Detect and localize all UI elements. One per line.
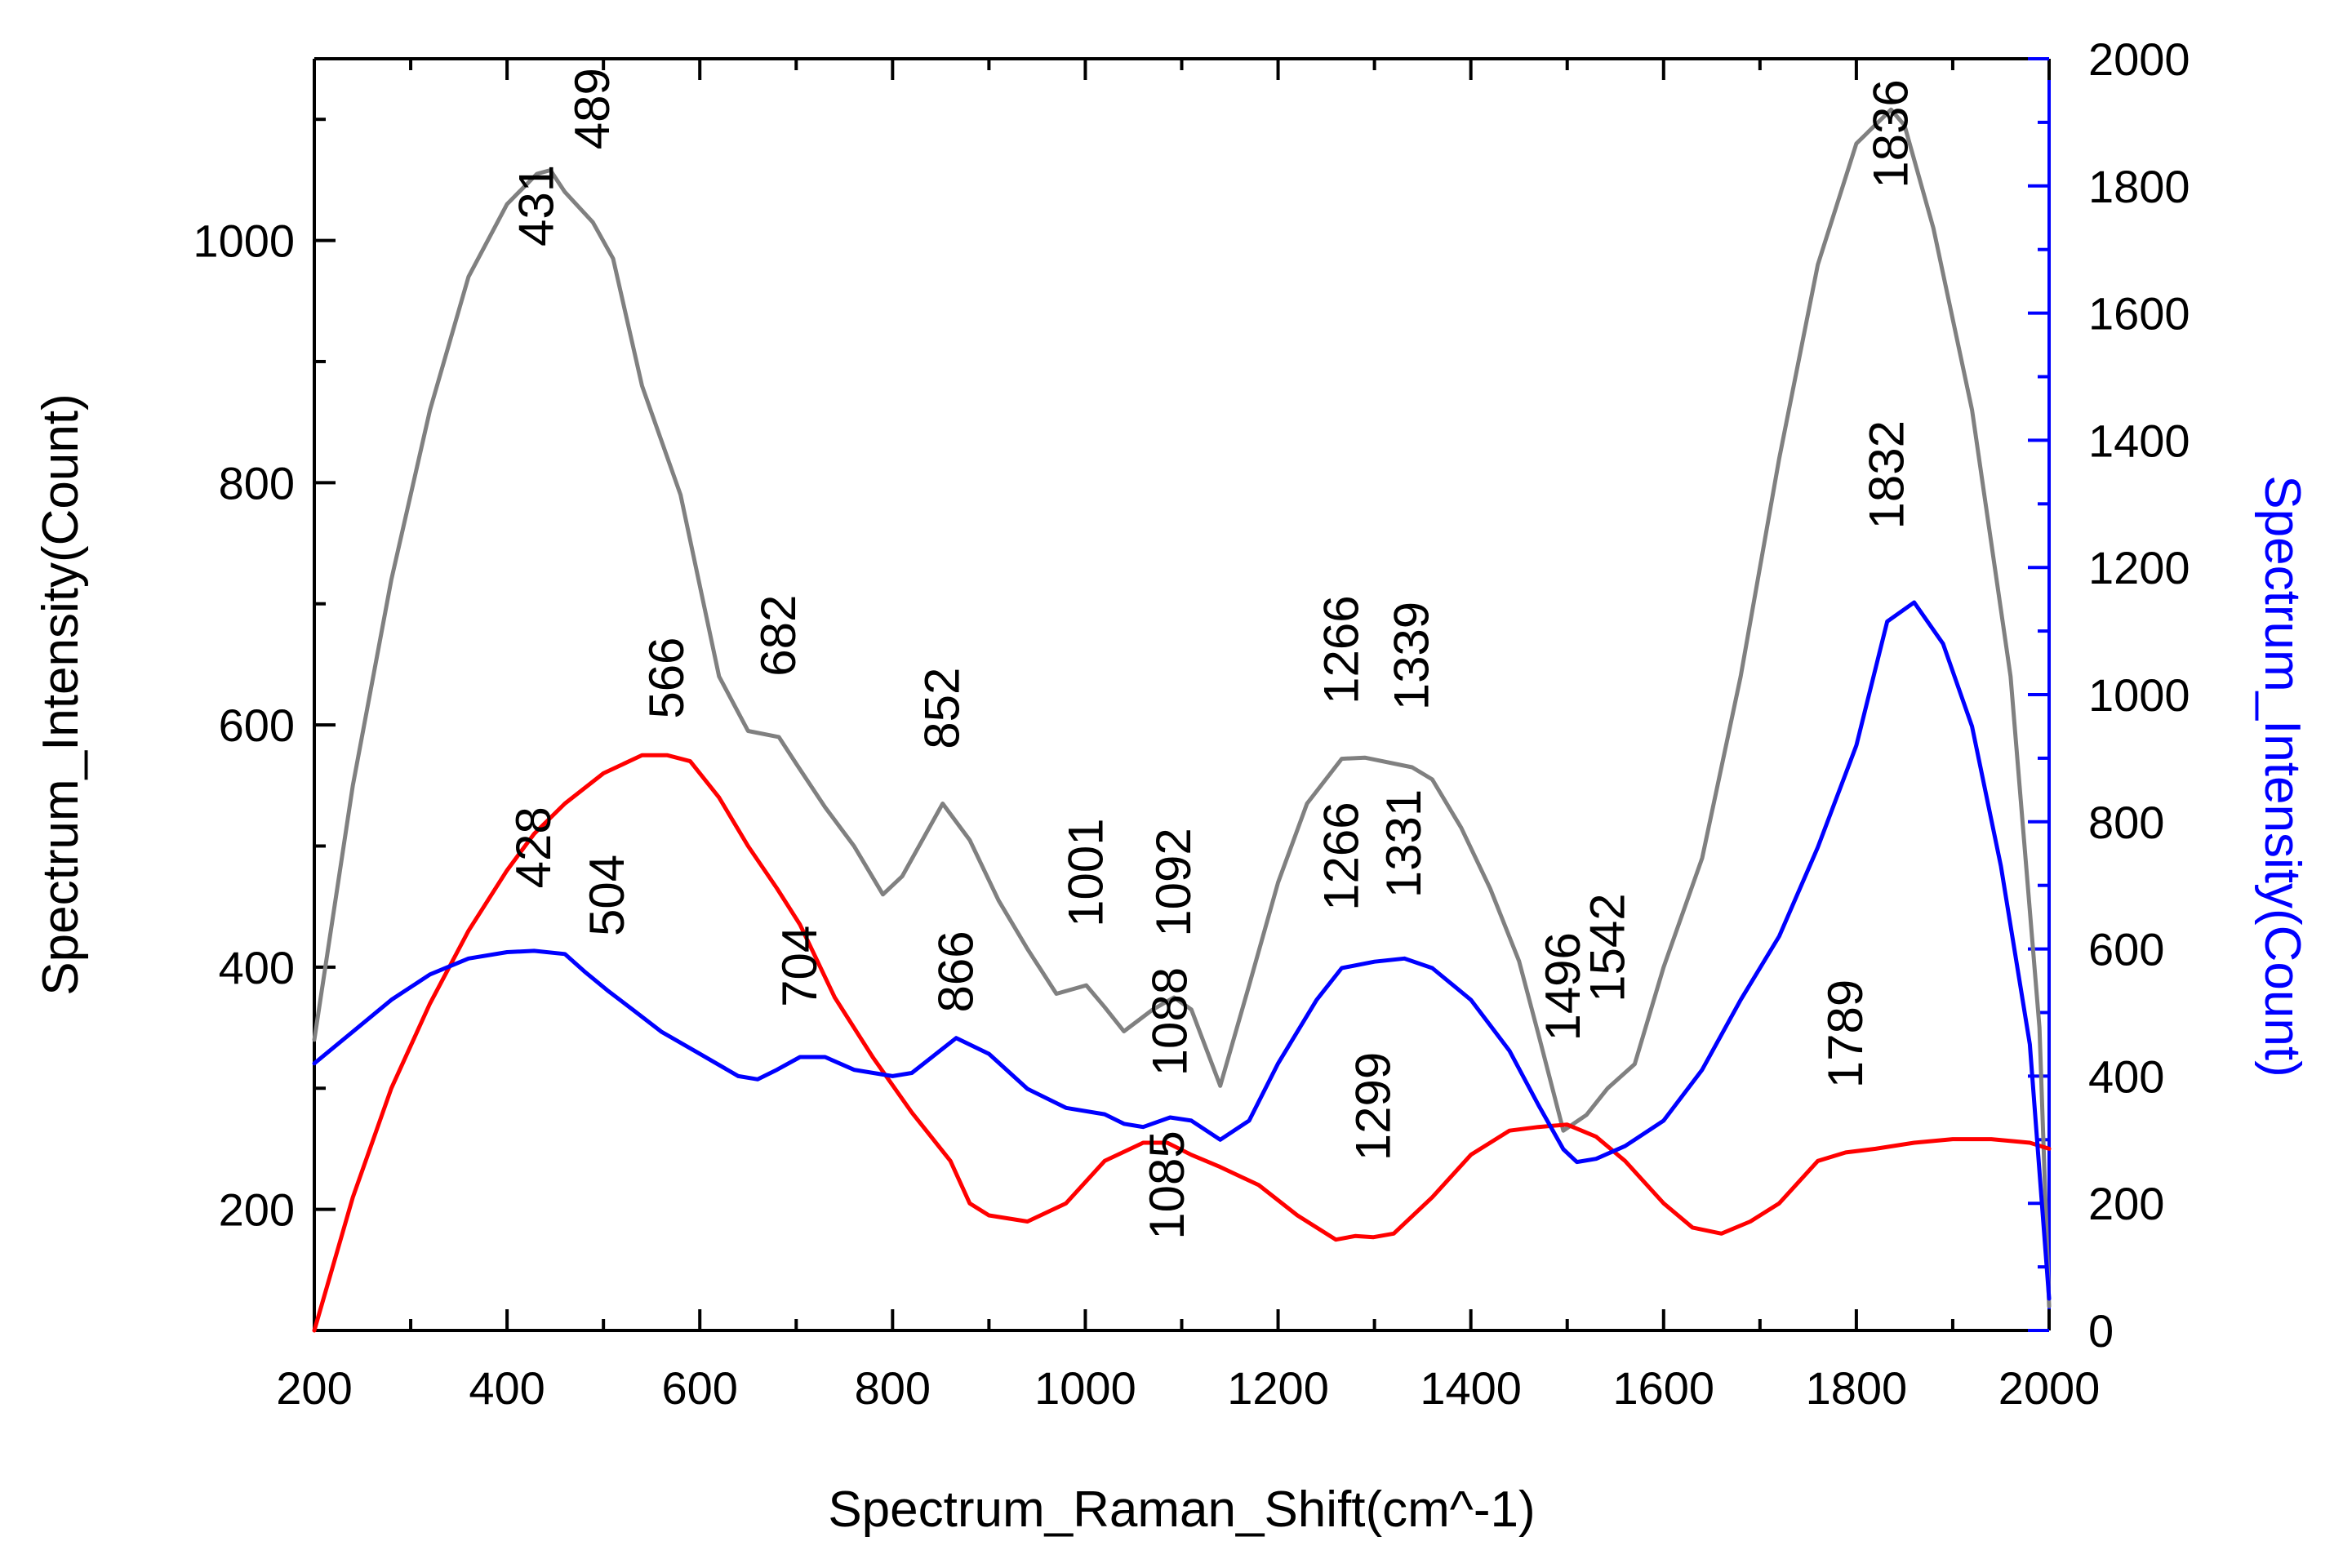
y-tick-label-right: 0 bbox=[2088, 1305, 2114, 1357]
peak-label-blue: 1088 bbox=[1142, 967, 1197, 1076]
peak-label-gray: 1836 bbox=[1863, 79, 1918, 188]
x-tick-label: 400 bbox=[469, 1362, 545, 1414]
x-tick-label: 1600 bbox=[1612, 1362, 1714, 1414]
series-line-gray bbox=[312, 107, 2052, 1308]
peak-label-blue: 866 bbox=[928, 931, 983, 1012]
x-tick-label: 800 bbox=[855, 1362, 931, 1414]
x-axis-title: Spectrum_Raman_Shift(cm^-1) bbox=[828, 1481, 1535, 1538]
peak-label-gray: 852 bbox=[915, 668, 970, 749]
peak-label-gray: 682 bbox=[751, 595, 806, 677]
peak-label-red: 704 bbox=[772, 926, 827, 1007]
x-tick-label: 1800 bbox=[1806, 1362, 1908, 1414]
y-tick-label-right: 1400 bbox=[2088, 415, 2190, 466]
y-tick-label-right: 1800 bbox=[2088, 161, 2190, 212]
y-tick-label-right: 800 bbox=[2088, 797, 2164, 848]
peak-label-gray: 1092 bbox=[1146, 828, 1201, 936]
y-tick-label-right: 200 bbox=[2088, 1178, 2164, 1229]
x-tick-label: 1400 bbox=[1420, 1362, 1522, 1414]
y-tick-label-right: 1600 bbox=[2088, 288, 2190, 340]
y-tick-label-right: 600 bbox=[2088, 924, 2164, 975]
y-tick-label-right: 1200 bbox=[2088, 542, 2190, 593]
peak-label-gray: 1266 bbox=[1314, 595, 1368, 704]
peak-label-blue: 1496 bbox=[1536, 932, 1590, 1041]
x-tick-label: 2000 bbox=[1998, 1362, 2101, 1414]
y-tick-label-right: 400 bbox=[2088, 1051, 2164, 1102]
axes-group: 200 400 600 800 1000 1200 1400 1600 1800 20002004… bbox=[193, 33, 2190, 1414]
peak-label-red: 1299 bbox=[1345, 1052, 1400, 1161]
peak-label-red: 1789 bbox=[1818, 979, 1873, 1088]
x-tick-label: 600 bbox=[662, 1362, 738, 1414]
y-tick-label-left: 1000 bbox=[193, 215, 295, 267]
peak-label-gray: 1001 bbox=[1059, 818, 1114, 926]
y-tick-label-left: 600 bbox=[219, 700, 295, 751]
y-tick-label-right: 1000 bbox=[2088, 669, 2190, 721]
y-tick-label-right: 2000 bbox=[2088, 33, 2190, 85]
peak-label-red: 566 bbox=[639, 637, 694, 719]
peak-label-blue: 1331 bbox=[1376, 789, 1431, 898]
peak-label-gray: 489 bbox=[565, 68, 620, 149]
peak-label-red: 428 bbox=[506, 806, 561, 888]
y-axis-title-right: Spectrum_Intensity(Count) bbox=[2254, 475, 2310, 1077]
peak-label-gray: 1542 bbox=[1580, 893, 1634, 1002]
peak-label-gray: 1339 bbox=[1385, 602, 1439, 710]
x-tick-label: 1000 bbox=[1034, 1362, 1136, 1414]
peak-label-gray: 431 bbox=[509, 165, 564, 247]
y-tick-label-left: 400 bbox=[219, 942, 295, 993]
y-tick-label-left: 800 bbox=[219, 457, 295, 509]
peak-label-blue: 1832 bbox=[1860, 420, 1914, 529]
series-line-blue bbox=[312, 600, 2052, 1301]
series-group bbox=[312, 107, 2052, 1333]
y-tick-label-left: 200 bbox=[219, 1184, 295, 1236]
x-tick-label: 1200 bbox=[1227, 1362, 1329, 1414]
peak-label-red: 1085 bbox=[1140, 1130, 1194, 1239]
x-tick-label: 200 bbox=[276, 1362, 352, 1414]
y-axis-title-left: Spectrum_Intensity(Count) bbox=[33, 393, 89, 995]
peak-label-blue: 1266 bbox=[1314, 802, 1368, 910]
series-line-red bbox=[312, 753, 2052, 1333]
peak-label-blue: 504 bbox=[580, 855, 634, 936]
